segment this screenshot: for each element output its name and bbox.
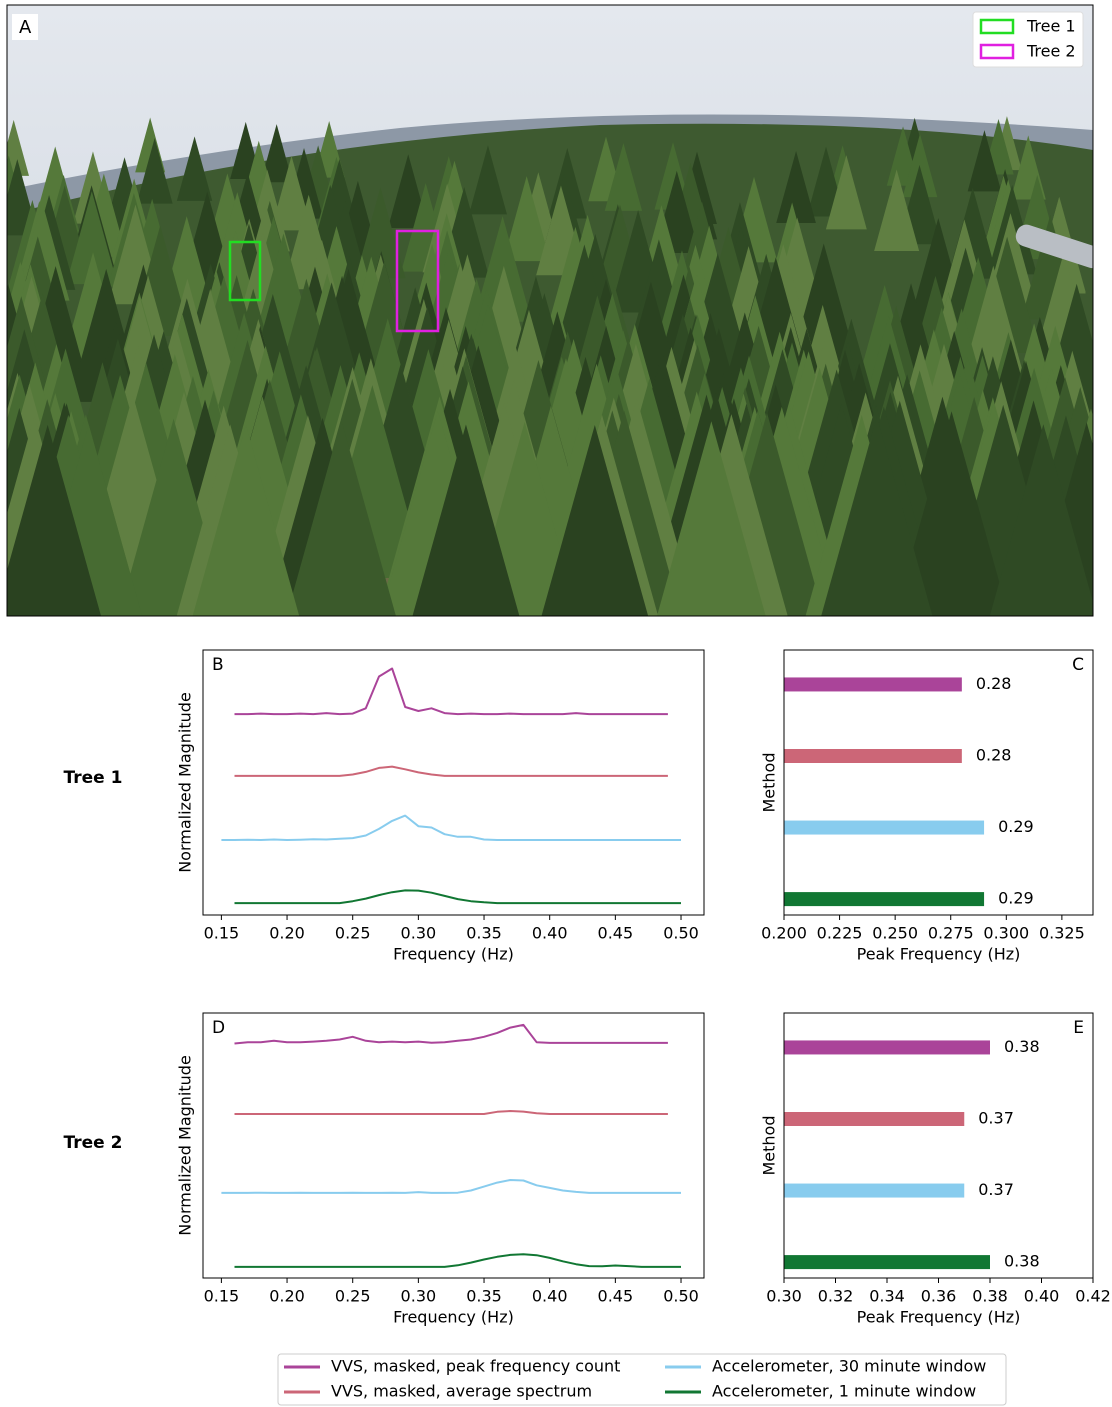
spectrum-line: [221, 816, 681, 840]
x-tick-label: 0.36: [921, 1287, 957, 1306]
spectrum-line: [235, 669, 668, 715]
legend-label: VVS, masked, peak frequency count: [331, 1357, 620, 1376]
plot-frame: [203, 1013, 704, 1278]
x-tick-label: 0.45: [598, 924, 634, 943]
x-tick-label: 0.38: [972, 1287, 1008, 1306]
bar: [784, 677, 962, 691]
x-tick-label: 0.200: [761, 924, 807, 943]
legend-label: Accelerometer, 30 minute window: [712, 1357, 986, 1376]
x-tick-label: 0.34: [869, 1287, 905, 1306]
spectrum-line: [235, 1025, 668, 1044]
x-tick-label: 0.275: [928, 924, 974, 943]
legend-label: Tree 1: [1026, 17, 1076, 36]
x-tick-label: 0.325: [1039, 924, 1085, 943]
x-tick-label: 0.35: [466, 1287, 502, 1306]
row-label: Tree 1: [64, 768, 123, 788]
legend-label: Tree 2: [1026, 42, 1076, 61]
bar: [784, 1255, 990, 1269]
panel-label: B: [212, 655, 224, 675]
x-tick-label: 0.30: [401, 1287, 437, 1306]
panel-label: E: [1073, 1018, 1084, 1038]
bar: [784, 1184, 964, 1198]
x-tick-label: 0.50: [663, 1287, 699, 1306]
x-tick-label: 0.32: [818, 1287, 854, 1306]
value-label: 0.38: [1004, 1252, 1040, 1271]
x-axis-label: Frequency (Hz): [393, 1308, 514, 1327]
x-tick-label: 0.30: [401, 924, 437, 943]
panel-label: D: [212, 1018, 225, 1038]
spectrum-line: [235, 767, 668, 776]
x-tick-label: 0.30: [766, 1287, 802, 1306]
value-label: 0.29: [998, 889, 1034, 908]
x-tick-label: 0.40: [532, 924, 568, 943]
value-label: 0.28: [976, 674, 1012, 693]
x-tick-label: 0.15: [204, 1287, 240, 1306]
x-tick-label: 0.20: [269, 1287, 305, 1306]
legend-label: VVS, masked, average spectrum: [331, 1382, 592, 1401]
spectrum-line: [235, 1111, 668, 1114]
legend-label: Accelerometer, 1 minute window: [712, 1382, 976, 1401]
x-tick-label: 0.45: [598, 1287, 634, 1306]
x-tick-label: 0.40: [1024, 1287, 1060, 1306]
charts: 0.15 0.20 0.25 0.30 0.35 0.40 0.45 0.50 Frequenc…: [176, 650, 1111, 1327]
bar: [784, 821, 984, 835]
spectrum-line: [235, 1254, 682, 1267]
x-tick-label: 0.50: [663, 924, 699, 943]
value-label: 0.37: [978, 1180, 1014, 1199]
bar: [784, 892, 984, 906]
value-label: 0.28: [976, 746, 1012, 765]
x-axis-label: Peak Frequency (Hz): [857, 1308, 1021, 1327]
panel-label: C: [1072, 655, 1084, 675]
x-tick-label: 0.20: [269, 924, 305, 943]
x-tick-label: 0.40: [532, 1287, 568, 1306]
x-tick-label: 0.35: [466, 924, 502, 943]
figure: Tree 1 Tree 2 A Tree 1 Tree 2 0.150.200.…: [0, 0, 1112, 1407]
x-tick-label: 0.300: [983, 924, 1029, 943]
y-axis-label: Method: [760, 1115, 779, 1175]
x-tick-label: 0.42: [1075, 1287, 1111, 1306]
y-axis-label: Method: [760, 752, 779, 812]
bar: [784, 1112, 964, 1126]
bar: [784, 749, 962, 763]
value-label: 0.29: [998, 817, 1034, 836]
y-axis-label: Normalized Magnitude: [176, 692, 195, 873]
row-label: Tree 2: [64, 1133, 123, 1153]
x-tick-label: 0.15: [204, 924, 240, 943]
spectrum-line: [221, 1180, 681, 1193]
x-tick-label: 0.25: [335, 924, 371, 943]
x-tick-label: 0.250: [872, 924, 918, 943]
panel-label: A: [19, 17, 32, 38]
plot-frame: [203, 650, 704, 915]
x-tick-label: 0.225: [817, 924, 863, 943]
value-label: 0.38: [1004, 1037, 1040, 1056]
value-label: 0.37: [978, 1109, 1014, 1128]
bar: [784, 1040, 990, 1054]
y-axis-label: Normalized Magnitude: [176, 1055, 195, 1236]
x-axis-label: Peak Frequency (Hz): [857, 945, 1021, 964]
photo: Tree 1 Tree 2 A: [0, 5, 1112, 639]
x-axis-label: Frequency (Hz): [393, 945, 514, 964]
spectrum-line: [235, 890, 682, 903]
x-tick-label: 0.25: [335, 1287, 371, 1306]
